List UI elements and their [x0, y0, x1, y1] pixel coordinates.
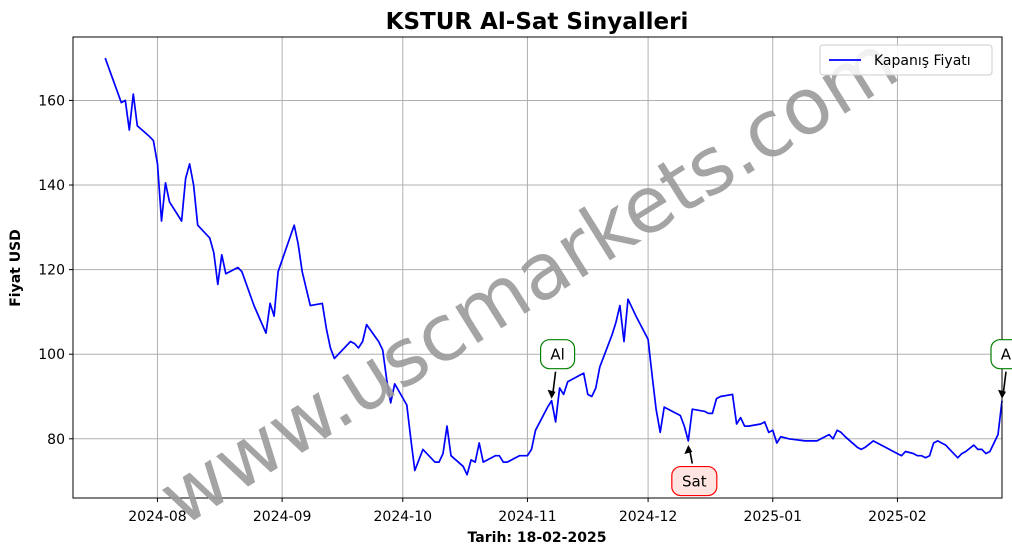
y-tick-label: 100: [38, 347, 65, 363]
x-tick-label: 2025-01: [744, 509, 803, 525]
buy-signal: Al: [539, 339, 576, 399]
x-tick-label: 2024-08: [128, 509, 187, 525]
arrow-head: [684, 445, 693, 455]
sell-signal: Sat: [671, 445, 718, 497]
y-tick-label: 80: [47, 432, 65, 448]
y-axis-label: Fiyat USD: [8, 229, 24, 307]
x-tick-label: 2024-12: [619, 509, 678, 525]
signal-label: Al: [550, 346, 564, 364]
x-tick-label: 2025-02: [868, 509, 927, 525]
signal-label: Sat: [682, 473, 707, 491]
y-tick-label: 120: [38, 263, 65, 279]
legend-label: Kapanış Fiyatı: [874, 53, 971, 69]
x-tick-label: 2024-11: [498, 509, 557, 525]
x-axis-label: Tarih: 18-02-2025: [468, 530, 607, 546]
annotations: Al Sat Al: [539, 339, 1012, 497]
plot-frame: [72, 36, 1003, 499]
watermark-layer: www.uscmarkets.com: [144, 17, 913, 544]
arrow-head: [998, 389, 1006, 399]
watermark-text: www.uscmarkets.com: [144, 17, 913, 544]
x-tick-label: 2024-09: [253, 509, 312, 525]
buy-signal: Al: [990, 339, 1012, 399]
signal-box: [990, 339, 1012, 370]
series-layer: [104, 57, 1003, 476]
y-tick-label: 140: [38, 178, 65, 194]
x-tick-label: 2024-10: [374, 509, 433, 525]
chart-title: KSTUR Al-Sat Sinyalleri: [386, 9, 689, 35]
price-line: [104, 57, 1003, 476]
signal-box: [671, 465, 718, 497]
axis-ticks: 2024-08 2024-09 2024-10 2024-11 2024-12 2025-…: [38, 93, 926, 525]
grid: [73, 37, 1002, 498]
signal-label: Al: [1001, 346, 1012, 364]
arrow-head: [547, 389, 556, 399]
signal-box: [539, 339, 576, 370]
legend-box: [819, 44, 993, 76]
legend: Kapanış Fiyatı: [819, 44, 993, 76]
y-tick-label: 160: [38, 93, 65, 109]
